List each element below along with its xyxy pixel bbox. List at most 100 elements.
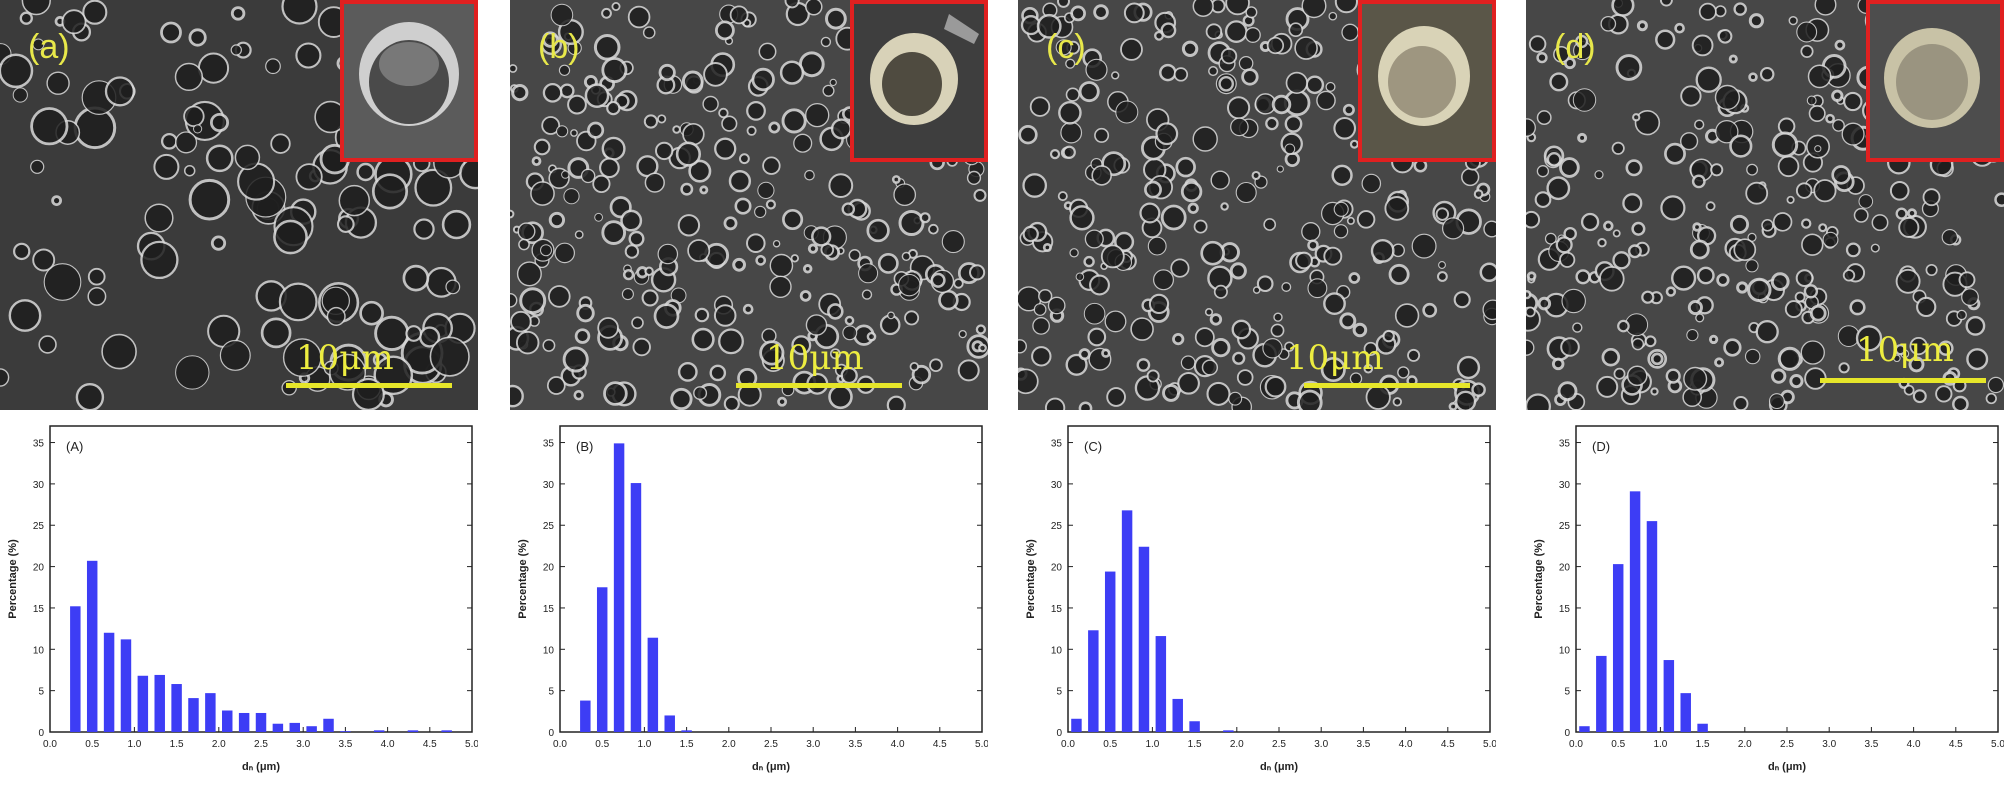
x-tick-label: 5.0 — [975, 739, 988, 750]
sem-particle — [768, 121, 781, 134]
histogram-bar — [1088, 630, 1099, 732]
sem-particle — [1534, 191, 1552, 208]
sem-particle — [1611, 141, 1625, 155]
sem-particle — [1965, 315, 1986, 336]
sem-particle — [518, 238, 530, 251]
sem-particle — [1691, 174, 1706, 189]
sem-particle — [205, 144, 234, 173]
sem-particle — [1536, 165, 1550, 178]
sem-particle — [1686, 329, 1699, 342]
sem-particle — [0, 53, 34, 89]
sem-particle — [188, 28, 207, 47]
sem-particle — [1634, 109, 1661, 136]
sem-particle — [1729, 134, 1753, 158]
sem-particle — [769, 275, 792, 298]
sem-particle — [1715, 119, 1739, 144]
sem-particle — [728, 169, 752, 193]
sem-particle — [160, 21, 182, 44]
sem-particle — [12, 87, 28, 103]
sem-particle — [657, 114, 667, 124]
sem-particle — [587, 121, 605, 139]
sem-particle — [628, 230, 645, 247]
sem-particle — [1192, 126, 1218, 152]
histogram-bar — [1104, 571, 1116, 732]
sem-particle — [546, 376, 566, 395]
x-tick-label: 3.0 — [296, 739, 310, 750]
sem-particle — [793, 133, 813, 153]
x-tick-label: 0.0 — [43, 739, 57, 750]
histogram-bar — [1189, 721, 1200, 732]
sem-particle — [746, 233, 766, 253]
sem-particle — [1266, 36, 1285, 55]
sem-particle — [1858, 194, 1874, 209]
sem-particle — [51, 195, 62, 207]
sem-particle — [548, 285, 571, 308]
sem-particle — [1342, 103, 1355, 116]
sem-particle — [1952, 395, 1969, 410]
sem-particle — [709, 364, 727, 382]
sem-particle — [1559, 157, 1580, 178]
sem-particle — [1130, 317, 1154, 341]
sem-particle — [282, 338, 322, 377]
y-tick-label: 35 — [1559, 439, 1571, 450]
sem-particle — [848, 249, 861, 262]
histogram-bar — [1071, 718, 1082, 732]
sem-particle — [829, 348, 841, 360]
histogram-bar — [441, 730, 452, 732]
sem-particle — [1916, 296, 1937, 318]
sem-particle — [1560, 337, 1580, 357]
histogram-A: 0 5 10 15 20 25 30 35 0.0 0.5 1.0 1.5 2.0 2.5 3.0 3.5 4.… — [0, 420, 479, 783]
sem-particle — [1733, 396, 1749, 410]
sem-particle — [1746, 163, 1759, 176]
sem-particle — [978, 343, 987, 353]
sem-particle — [687, 239, 711, 263]
sem-particle — [1200, 240, 1226, 266]
sem-particle — [893, 183, 917, 207]
x-tick-label: 4.0 — [1399, 739, 1413, 750]
sem-particle — [1786, 195, 1795, 204]
sem-particle — [1800, 340, 1825, 365]
sem-particle — [828, 384, 853, 410]
sem-particle — [1680, 132, 1699, 151]
sem-particle — [1301, 222, 1321, 242]
x-tick-label: 3.5 — [1864, 739, 1878, 750]
sem-particle — [87, 286, 107, 306]
sem-particle — [714, 20, 735, 41]
sem-particle — [1187, 202, 1199, 214]
sem-particle — [193, 124, 203, 134]
sem-particle — [1572, 88, 1597, 112]
x-tick-label: 3.0 — [1822, 739, 1836, 750]
sem-particle — [19, 11, 33, 25]
sem-particle — [1218, 76, 1234, 92]
scale-bar-text: 10μm — [1286, 338, 1384, 378]
x-tick-label: 1.0 — [1653, 739, 1667, 750]
sem-particle — [75, 383, 105, 410]
sem-particle — [414, 168, 453, 207]
sem-particle — [558, 64, 571, 76]
sem-particle — [1546, 176, 1571, 201]
sem-particle — [1301, 0, 1327, 19]
sem-particle — [510, 384, 524, 408]
histogram-bar — [681, 730, 692, 732]
histogram-bar — [154, 674, 165, 732]
y-tick-label: 20 — [543, 563, 555, 574]
sem-particle — [1536, 51, 1548, 64]
sem-particle — [1728, 54, 1738, 64]
sem-particle — [338, 184, 371, 217]
sem-particle — [1204, 308, 1214, 317]
sem-particle — [1228, 391, 1243, 406]
x-tick-label: 3.5 — [848, 739, 862, 750]
histogram-bar — [70, 606, 81, 732]
sem-particle — [842, 325, 858, 341]
sem-particle — [1744, 348, 1761, 365]
sem-particle — [1845, 242, 1861, 258]
sem-particle — [1333, 201, 1349, 217]
sem-particle — [1155, 122, 1179, 146]
sem-particle — [1192, 0, 1214, 17]
sem-particle — [1029, 96, 1051, 117]
sem-particle — [219, 339, 251, 371]
sem-particle — [554, 242, 575, 264]
sem-particle — [1473, 189, 1484, 199]
sem-particle — [1173, 67, 1189, 82]
sem-particle — [1331, 164, 1353, 186]
